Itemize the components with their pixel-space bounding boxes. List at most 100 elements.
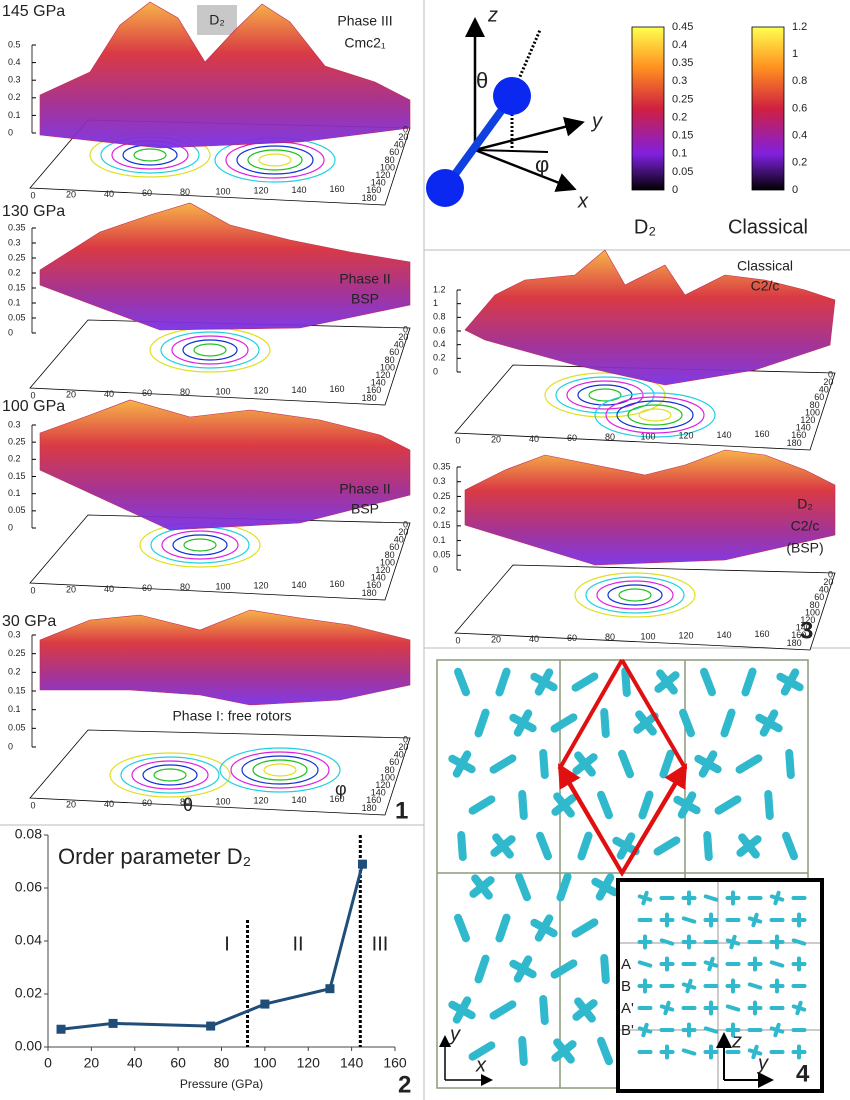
- contour: [142, 764, 198, 786]
- colorbar-name: Classical: [728, 216, 808, 238]
- molecule: [703, 1026, 719, 1034]
- x-tick-label: 80: [214, 1055, 230, 1071]
- contour: [247, 149, 303, 171]
- molecule: [600, 708, 610, 738]
- data-point: [108, 1018, 118, 1028]
- z-tick-label: 0.25: [8, 252, 26, 262]
- y-axis-arrow: [474, 117, 585, 152]
- colorbar-tick-label: 0: [672, 184, 678, 196]
- y-tick-label: 0.06: [15, 879, 42, 895]
- phi-tick-label: 0: [403, 324, 408, 334]
- theta-tick-label: 120: [253, 581, 268, 591]
- contour: [605, 396, 705, 434]
- phi-tick-label: 80: [810, 600, 820, 610]
- contour: [588, 388, 622, 402]
- theta-tick-label: 100: [640, 631, 655, 641]
- phi-tick-label: 0: [403, 734, 408, 744]
- surface: [39, 399, 411, 531]
- phase-label: Phase III: [337, 13, 392, 29]
- x-axis-label: Pressure (GPa): [180, 1077, 263, 1091]
- theta-tick-label: 120: [678, 431, 693, 441]
- molecule: [681, 1048, 697, 1056]
- molecule: [795, 1000, 803, 1016]
- molecule: [577, 831, 593, 861]
- molecule: [736, 835, 762, 857]
- z-tick-label: 0: [433, 564, 438, 574]
- contour: [566, 380, 644, 410]
- molecule: [572, 999, 598, 1021]
- molecule: [616, 832, 636, 860]
- molecule: [469, 876, 495, 898]
- layer-label: B: [621, 978, 631, 995]
- pressure-label: 100 GPa: [2, 398, 65, 415]
- molecule: [703, 831, 713, 861]
- panel-label: 4: [796, 1060, 810, 1087]
- x-tick-label: 120: [297, 1055, 321, 1071]
- pressure-label: 145 GPa: [2, 3, 65, 20]
- y-tick-label: 0.04: [15, 932, 42, 948]
- molecule: [707, 956, 715, 972]
- molecule: [681, 916, 697, 924]
- floor: [454, 564, 836, 651]
- phi-tick-label: 40: [394, 750, 404, 760]
- colorbar: [751, 26, 785, 191]
- molecule: [653, 836, 681, 856]
- theta-label: θ: [183, 795, 193, 815]
- pressure-label: 130 GPa: [2, 203, 65, 220]
- surface-panel: 0.50.40.30.20.100 20 40 60 80 100 120 140 160020…: [2, 1, 411, 206]
- phi-tick-label: 40: [394, 140, 404, 150]
- molecule: [659, 938, 675, 946]
- contour: [596, 580, 674, 610]
- contour: [153, 768, 187, 782]
- molecule: [641, 890, 649, 906]
- z-tick-label: 0.2: [433, 353, 446, 363]
- phi-tick-label: 160: [366, 795, 381, 805]
- axis-name: z: [731, 1030, 742, 1052]
- phi-tick-label: 180: [362, 393, 377, 403]
- cell-arrow: [557, 763, 624, 875]
- z-tick-label: 0.1: [8, 110, 21, 120]
- phi-tick-label: 120: [800, 415, 815, 425]
- molecule: [551, 794, 577, 816]
- molecule: [556, 872, 572, 902]
- phi-tick-label: 80: [385, 765, 395, 775]
- molecule: [495, 667, 511, 697]
- molecule: [597, 790, 613, 820]
- theta-tick-label: 80: [180, 187, 190, 197]
- z-tick-label: 0.15: [8, 471, 26, 481]
- contour: [585, 576, 685, 614]
- phi-tick-label: 180: [787, 638, 802, 648]
- theta-tick-label: 20: [66, 190, 76, 200]
- phi-tick-label: 20: [823, 577, 833, 587]
- phi-tick-label: 40: [819, 585, 829, 595]
- molecule: [468, 1041, 496, 1061]
- phi-tick-label: 100: [380, 362, 395, 372]
- surface: [39, 1, 411, 149]
- contour: [555, 376, 655, 414]
- theta-tick-label: 40: [104, 584, 114, 594]
- data-point: [325, 984, 335, 994]
- z-tick-label: 1.2: [433, 284, 446, 294]
- z-tick-label: 0.35: [433, 461, 451, 471]
- phi-tick-label: 20: [398, 332, 408, 342]
- molecule: [698, 750, 718, 778]
- phi-tick-label: 80: [385, 550, 395, 560]
- colorbar-tick-label: 0.05: [672, 166, 693, 178]
- phi-tick-label: 120: [375, 780, 390, 790]
- species-box: [197, 5, 237, 35]
- molecule: [621, 667, 631, 697]
- molecule: [764, 790, 774, 820]
- phi-tick-label: 180: [362, 193, 377, 203]
- axis-name: x: [577, 190, 589, 212]
- molecule: [571, 672, 599, 692]
- theta-tick-label: 60: [142, 388, 152, 398]
- theta-tick-label: 60: [142, 188, 152, 198]
- theta-tick-label: 140: [291, 580, 306, 590]
- theta-tick-label: 0: [30, 800, 35, 810]
- data-point: [357, 859, 367, 869]
- molecule: [454, 667, 470, 697]
- phi-tick-label: 40: [819, 385, 829, 395]
- phi-tick-label: 80: [810, 400, 820, 410]
- colorbar-tick-label: 0.3: [672, 75, 687, 87]
- colorbar-tick-label: 0.8: [792, 75, 807, 87]
